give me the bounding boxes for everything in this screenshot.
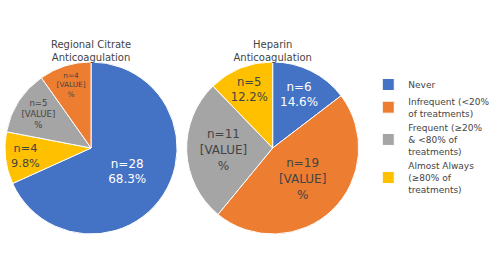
svg-text:n=49.8%: n=49.8%: [11, 142, 40, 170]
svg-text:HeparinAnticoagulation: HeparinAnticoagulation: [233, 39, 311, 63]
svg-text:n=512.2%: n=512.2%: [231, 75, 268, 104]
svg-text:n=5[VALUE]%: n=5[VALUE]%: [21, 98, 55, 130]
svg-text:Almost Always(≥80% oftreatment: Almost Always(≥80% oftreatments): [408, 161, 474, 194]
svg-text:n=4[VALUE]%: n=4[VALUE]%: [57, 71, 86, 99]
svg-text:n=614.6%: n=614.6%: [280, 80, 318, 110]
svg-text:Infrequent (<20%of treatments): Infrequent (<20%of treatments): [408, 97, 489, 119]
svg-text:Regional CitrateAnticoagulatio: Regional CitrateAnticoagulation: [51, 39, 131, 63]
svg-text:Frequent (≥20%& <80% oftreatme: Frequent (≥20%& <80% oftreatments): [408, 123, 482, 156]
svg-text:n=2868.3%: n=2868.3%: [108, 157, 146, 187]
svg-text:Never: Never: [408, 80, 435, 90]
svg-text:n=19[VALUE]%: n=19[VALUE]%: [279, 156, 326, 201]
svg-text:n=11[VALUE]%: n=11[VALUE]%: [200, 127, 247, 172]
